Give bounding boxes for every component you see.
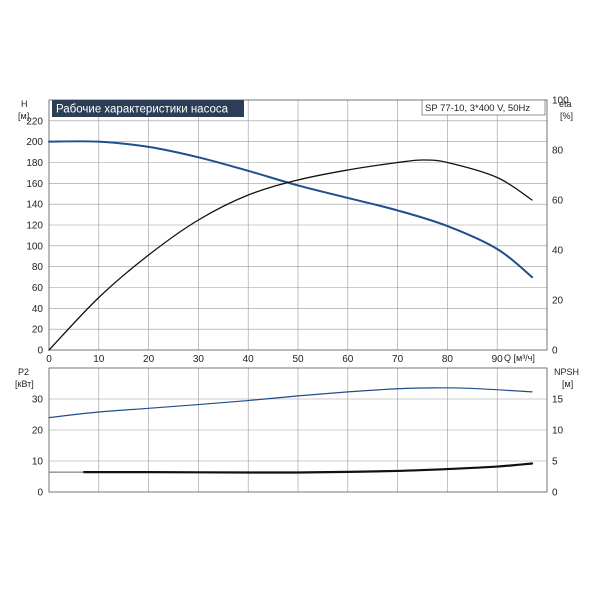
bottom-tick-labels: 0 10 20 30 0 5 10 15 [32,395,564,499]
x-tick-label: 60 [342,354,354,365]
left-tick-label: 100 [26,241,43,252]
h-axis-unit: [м] [18,111,29,121]
right-tick-label: 5 [552,457,558,468]
left-tick-label: 0 [37,488,43,499]
x-tick-label: 80 [442,354,454,365]
x-tick-label: 90 [492,354,504,365]
left-tick-label: 220 [26,116,43,127]
right-tick-label: 10 [552,426,564,437]
npsh-axis-label: NPSH [554,367,579,377]
right-tick-label: 0 [552,488,558,499]
model-label: SP 77-10, 3*400 V, 50Hz [425,103,530,114]
right-tick-label: 80 [552,146,564,157]
left-tick-label: 20 [32,325,44,336]
x-tick-label: 70 [392,354,404,365]
h-axis-label: H [21,99,28,109]
top-plot: Рабочие характеристики насоса SP 77-10, … [18,96,573,366]
x-tick-label: 50 [292,354,304,365]
left-tick-label: 20 [32,426,44,437]
left-tick-label: 200 [26,137,43,148]
right-tick-label: 100 [552,96,569,107]
top-series [48,140,534,351]
q-axis-label: Q [м³/ч] [504,353,535,363]
series-h-line [48,140,534,279]
chart-title: Рабочие характеристики насоса [56,104,229,116]
npsh-axis-unit: [м] [562,379,573,389]
title-box [52,100,244,117]
x-tick-label: 30 [193,354,205,365]
left-tick-label: 80 [32,262,44,273]
right-tick-label: 60 [552,196,564,207]
left-tick-label: 30 [32,395,44,406]
left-tick-label: 140 [26,200,43,211]
model-label-box [421,99,546,116]
left-tick-label: 0 [37,346,43,357]
right-tick-label: 40 [552,246,564,257]
right-tick-label: 20 [552,296,564,307]
left-tick-label: 40 [32,304,44,315]
left-tick-label: 60 [32,283,44,294]
p2-axis-label: P2 [18,367,29,377]
left-tick-label: 10 [32,457,44,468]
p2-axis-unit: [кВт] [15,379,34,389]
left-tick-label: 180 [26,158,43,169]
bottom-plot-frame [48,367,548,493]
series-eta-line [48,159,533,351]
eta-axis-label: eta [559,99,572,109]
x-tick-label: 0 [46,354,52,365]
right-tick-label: 0 [552,346,558,357]
right-tick-label: 15 [552,395,564,406]
series-p2-line [48,387,533,419]
top-tick-labels: 0204060801001201401601802002200204060801… [26,96,569,366]
top-plot-frame [48,99,548,351]
bottom-series [48,387,534,474]
series-npsh-line [82,462,534,474]
bottom-plot: P2 [кВт] NPSH [м] 0 10 20 30 0 5 10 15 [15,367,579,499]
x-tick-label: 10 [93,354,105,365]
left-tick-label: 160 [26,179,43,190]
left-tick-label: 120 [26,221,43,232]
x-tick-label: 20 [143,354,155,365]
top-grid [49,100,547,350]
x-tick-label: 40 [243,354,255,365]
eta-axis-unit: [%] [560,111,573,121]
